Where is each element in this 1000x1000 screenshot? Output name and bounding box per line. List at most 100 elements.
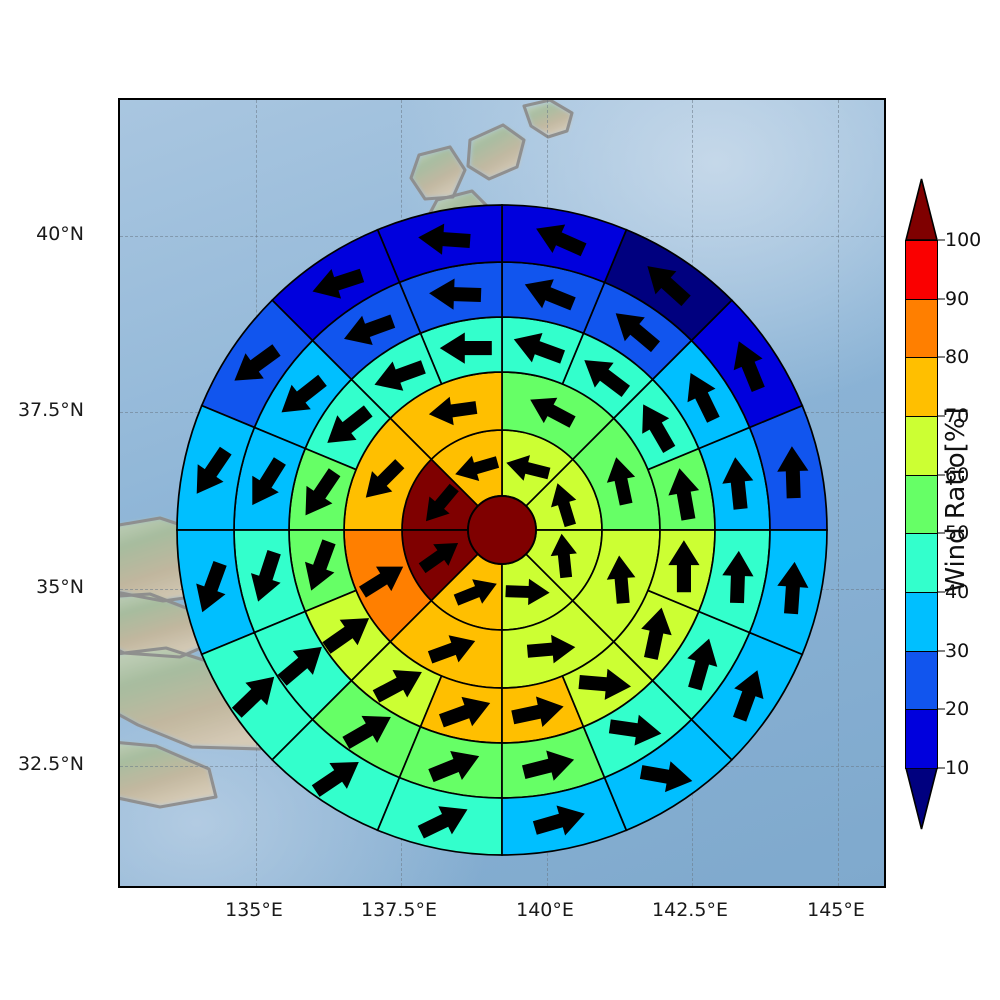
wind-direction-arrow: [524, 279, 576, 311]
wind-direction-arrow: [584, 360, 630, 397]
wind-direction-arrow: [578, 668, 631, 700]
colorbar-tick-label: 50: [945, 522, 970, 545]
colorbar-tick-mark: [938, 474, 945, 476]
wind-direction-arrow: [311, 762, 359, 797]
wind-direction-arrow: [196, 561, 227, 613]
x-tick-label-0: 135°E: [225, 899, 283, 921]
colorbar-band: [905, 416, 938, 475]
colorbar-band-divider: [905, 298, 938, 300]
colorbar-band-divider: [905, 474, 938, 476]
colorbar-band: [905, 533, 938, 592]
wind-direction-arrow: [511, 696, 564, 727]
y-tick-label-2: 35°N: [36, 576, 84, 598]
wind-direction-arrow: [342, 715, 391, 749]
colorbar-tick-mark: [938, 767, 945, 769]
wind-direction-arrow: [615, 313, 660, 353]
wind-direction-arrow: [733, 341, 765, 392]
colorbar: 100 90 80 70 60 50 40 30 20 10: [904, 178, 981, 830]
wind-direction-arrow: [777, 446, 809, 499]
wind-direction-arrow: [418, 543, 459, 574]
wind-direction-arrow: [251, 550, 281, 602]
wind-direction-arrow: [513, 333, 565, 364]
wind-direction-arrow: [550, 533, 577, 579]
storm-center-disc: [467, 495, 537, 565]
colorbar-tick-label: 10: [945, 757, 970, 779]
wind-direction-arrow: [687, 638, 718, 691]
colorbar-tick-label: 100: [945, 229, 982, 251]
colorbar-band: [905, 709, 938, 768]
x-tick-label-3: 142.5°E: [652, 899, 728, 921]
wind-direction-arrow: [687, 373, 720, 423]
wind-direction-arrow: [305, 539, 336, 591]
y-tick-label-3: 32.5°N: [17, 753, 84, 775]
wind-direction-arrow: [372, 670, 422, 703]
colorbar-band-divider: [905, 592, 938, 593]
colorbar-tick-label: 80: [945, 346, 970, 369]
colorbar-band-divider: [905, 240, 938, 241]
colorbar-tick-label: 30: [945, 639, 970, 662]
arrow-group: [196, 223, 809, 839]
wind-direction-arrow: [506, 455, 551, 481]
colorbar-band: [905, 650, 938, 710]
wind-direction-arrow: [252, 457, 286, 506]
wind-direction-arrow: [551, 483, 577, 528]
wind-direction-arrow: [606, 555, 636, 604]
colorbar-tick-label: 60: [945, 463, 970, 486]
colorbar-tick-label: 20: [945, 698, 970, 721]
colorbar-band: [905, 474, 938, 534]
colorbar-tick-mark: [938, 591, 945, 593]
colorbar-title: Wind Ratio[%]: [941, 407, 971, 593]
colorbar-tick-label: 70: [945, 405, 970, 427]
wind-direction-arrow: [365, 459, 405, 498]
colorbar-band-divider: [905, 416, 938, 417]
colorbar-band-divider: [905, 709, 938, 711]
wind-direction-arrow: [428, 396, 478, 426]
colorbar-tick-mark: [938, 532, 945, 534]
colorbar-tick-label: 90: [945, 287, 970, 310]
colorbar-tick-label: 40: [945, 581, 970, 603]
wind-direction-arrow: [505, 578, 550, 606]
wind-direction-arrow: [428, 751, 480, 783]
colorbar-band-divider: [905, 357, 938, 359]
wind-direction-arrow: [641, 607, 672, 660]
wind-direction-arrow: [722, 457, 754, 510]
colorbar-tick-mark: [938, 356, 945, 358]
x-tick-label-2: 140°E: [516, 899, 574, 921]
wind-direction-arrow: [733, 670, 764, 722]
x-tick-label-4: 145°E: [807, 899, 865, 921]
colorbar-tick-mark: [938, 239, 945, 241]
wind-ratio-polar-diagram: [176, 204, 828, 856]
colorbar-band: [905, 298, 938, 358]
colorbar-extend-max: [904, 178, 939, 241]
wind-direction-arrow: [642, 404, 676, 453]
wind-direction-arrow: [668, 540, 700, 593]
wind-direction-arrow: [418, 223, 471, 255]
wind-direction-arrow: [526, 634, 576, 664]
wind-direction-arrow: [196, 446, 232, 494]
wind-direction-arrow: [608, 714, 662, 746]
wind-direction-arrow: [281, 374, 327, 413]
wind-direction-arrow: [277, 646, 322, 686]
wind-direction-arrow: [639, 761, 693, 793]
wind-direction-arrow: [455, 455, 500, 481]
wind-direction-arrow: [453, 579, 497, 606]
colorbar-band-divider: [905, 533, 938, 535]
colorbar-tick-mark: [938, 415, 945, 417]
wind-direction-arrow: [231, 676, 275, 718]
y-tick-label-1: 37.5°N: [17, 399, 84, 421]
wind-direction-arrow: [530, 397, 576, 428]
colorbar-band: [905, 240, 938, 299]
wind-direction-arrow: [312, 268, 365, 299]
wind-direction-arrow: [305, 468, 341, 516]
wind-direction-arrow: [322, 618, 370, 654]
wind-direction-arrow: [426, 483, 459, 522]
gridline-lon-145: [838, 100, 839, 886]
wind-direction-arrow: [606, 457, 636, 506]
wind-direction-arrow: [344, 314, 396, 345]
wind-direction-arrow: [234, 344, 281, 381]
wind-direction-arrow: [374, 360, 426, 391]
colorbar-extend-min: [904, 767, 939, 830]
sector-group: [176, 204, 828, 856]
wind-direction-arrow: [532, 805, 585, 836]
map-plot-area: [118, 98, 886, 888]
